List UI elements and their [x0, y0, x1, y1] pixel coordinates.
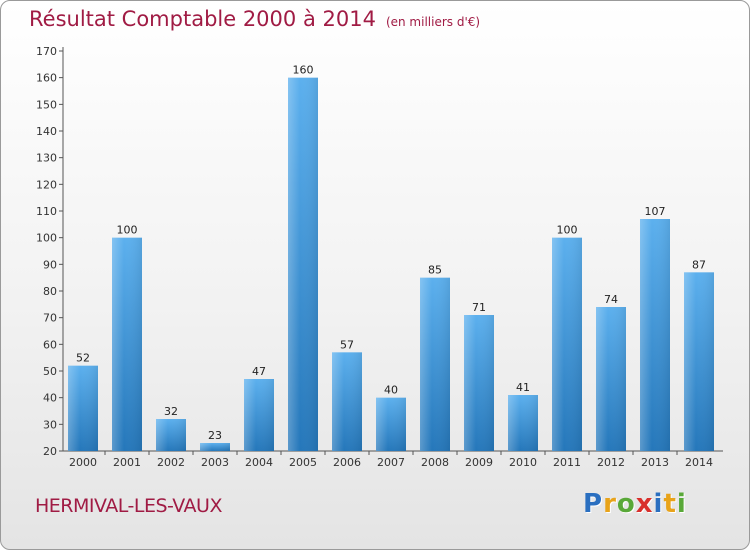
chart-title: Résultat Comptable 2000 à 2014 (en millie…	[29, 7, 480, 31]
x-tick-label-2000: 2000	[69, 456, 97, 469]
value-label-2010: 41	[516, 381, 530, 394]
y-tick-label: 80	[43, 285, 57, 298]
x-tick-label-2007: 2007	[377, 456, 405, 469]
logo-letter: r	[603, 489, 617, 519]
y-tick-label: 120	[36, 178, 57, 191]
value-label-2009: 71	[472, 301, 486, 314]
bar-shade-2012	[596, 307, 626, 451]
value-label-2014: 87	[692, 258, 706, 271]
value-label-2000: 52	[76, 352, 90, 365]
value-label-2012: 74	[604, 293, 618, 306]
value-label-2008: 85	[428, 264, 442, 277]
bar-shade-2005	[288, 77, 318, 452]
x-tick-label-2010: 2010	[509, 456, 537, 469]
x-tick-label-2011: 2011	[553, 456, 581, 469]
logo-letter: i	[653, 489, 664, 519]
value-label-2006: 57	[340, 338, 354, 351]
bar-shade-2013	[640, 219, 670, 451]
value-label-2004: 47	[252, 365, 266, 378]
bar-shade-2011	[552, 237, 582, 451]
x-tick-label-2009: 2009	[465, 456, 493, 469]
value-label-2002: 32	[164, 405, 178, 418]
bar-shade-2000	[68, 365, 98, 451]
y-tick-label: 100	[36, 232, 57, 245]
x-tick-label-2001: 2001	[113, 456, 141, 469]
bar-shade-2006	[332, 352, 362, 451]
bar-shade-2001	[112, 237, 142, 451]
x-tick-label-2008: 2008	[421, 456, 449, 469]
y-tick-label: 60	[43, 338, 57, 351]
x-tick-label-2002: 2002	[157, 456, 185, 469]
y-tick-label: 50	[43, 365, 57, 378]
value-label-2003: 23	[208, 429, 222, 442]
x-tick-label-2004: 2004	[245, 456, 273, 469]
value-label-2001: 100	[117, 224, 138, 237]
y-tick-label: 30	[43, 418, 57, 431]
value-label-2011: 100	[557, 224, 578, 237]
y-tick-label: 110	[36, 205, 57, 218]
bar-shade-2014	[684, 272, 714, 451]
value-label-2013: 107	[645, 205, 666, 218]
y-tick-label: 160	[36, 72, 57, 85]
bars-group	[68, 77, 714, 452]
y-tick-label: 20	[43, 445, 57, 458]
chart-subtitle: (en milliers d'€)	[385, 15, 481, 29]
y-tick-label: 130	[36, 152, 57, 165]
bar-shade-2008	[420, 277, 450, 451]
bar-shade-2004	[244, 379, 274, 451]
x-tick-label-2013: 2013	[641, 456, 669, 469]
value-label-2005: 160	[293, 64, 314, 77]
proxiti-logo: Proxiti	[583, 489, 687, 519]
logo-letter: o	[616, 489, 636, 519]
logo-letter: i	[676, 489, 687, 519]
bar-shade-2009	[464, 315, 494, 451]
logo-letter: x	[635, 489, 654, 519]
axes-group: 20 30 40 50 60 70 80 90 100 110 120 130 140 150 160 170	[36, 45, 723, 458]
y-tick-label: 170	[36, 45, 57, 58]
y-tick-label: 70	[43, 312, 57, 325]
value-label-2007: 40	[384, 384, 398, 397]
bar-shade-2010	[508, 395, 538, 451]
chart-title-text: Résultat Comptable 2000 à 2014	[29, 7, 376, 31]
y-tick-label: 150	[36, 98, 57, 111]
x-tick-label-2006: 2006	[333, 456, 361, 469]
logo-letter: P	[583, 489, 604, 519]
bar-shade-2007	[376, 397, 406, 451]
labels-group: 52 2000 100 2001 32 2002 23 2003 47 2004 160 2005 57…	[69, 64, 713, 469]
location-name: HERMIVAL-LES-VAUX	[35, 495, 222, 517]
bar-shade-2003	[200, 443, 230, 451]
x-tick-label-2003: 2003	[201, 456, 229, 469]
y-tick-label: 40	[43, 392, 57, 405]
y-tick-label: 90	[43, 258, 57, 271]
x-tick-label-2005: 2005	[289, 456, 317, 469]
x-tick-label-2014: 2014	[685, 456, 713, 469]
logo-letter: t	[663, 489, 677, 519]
x-tick-label-2012: 2012	[597, 456, 625, 469]
y-tick-label: 140	[36, 125, 57, 138]
bar-shade-2002	[156, 419, 186, 451]
